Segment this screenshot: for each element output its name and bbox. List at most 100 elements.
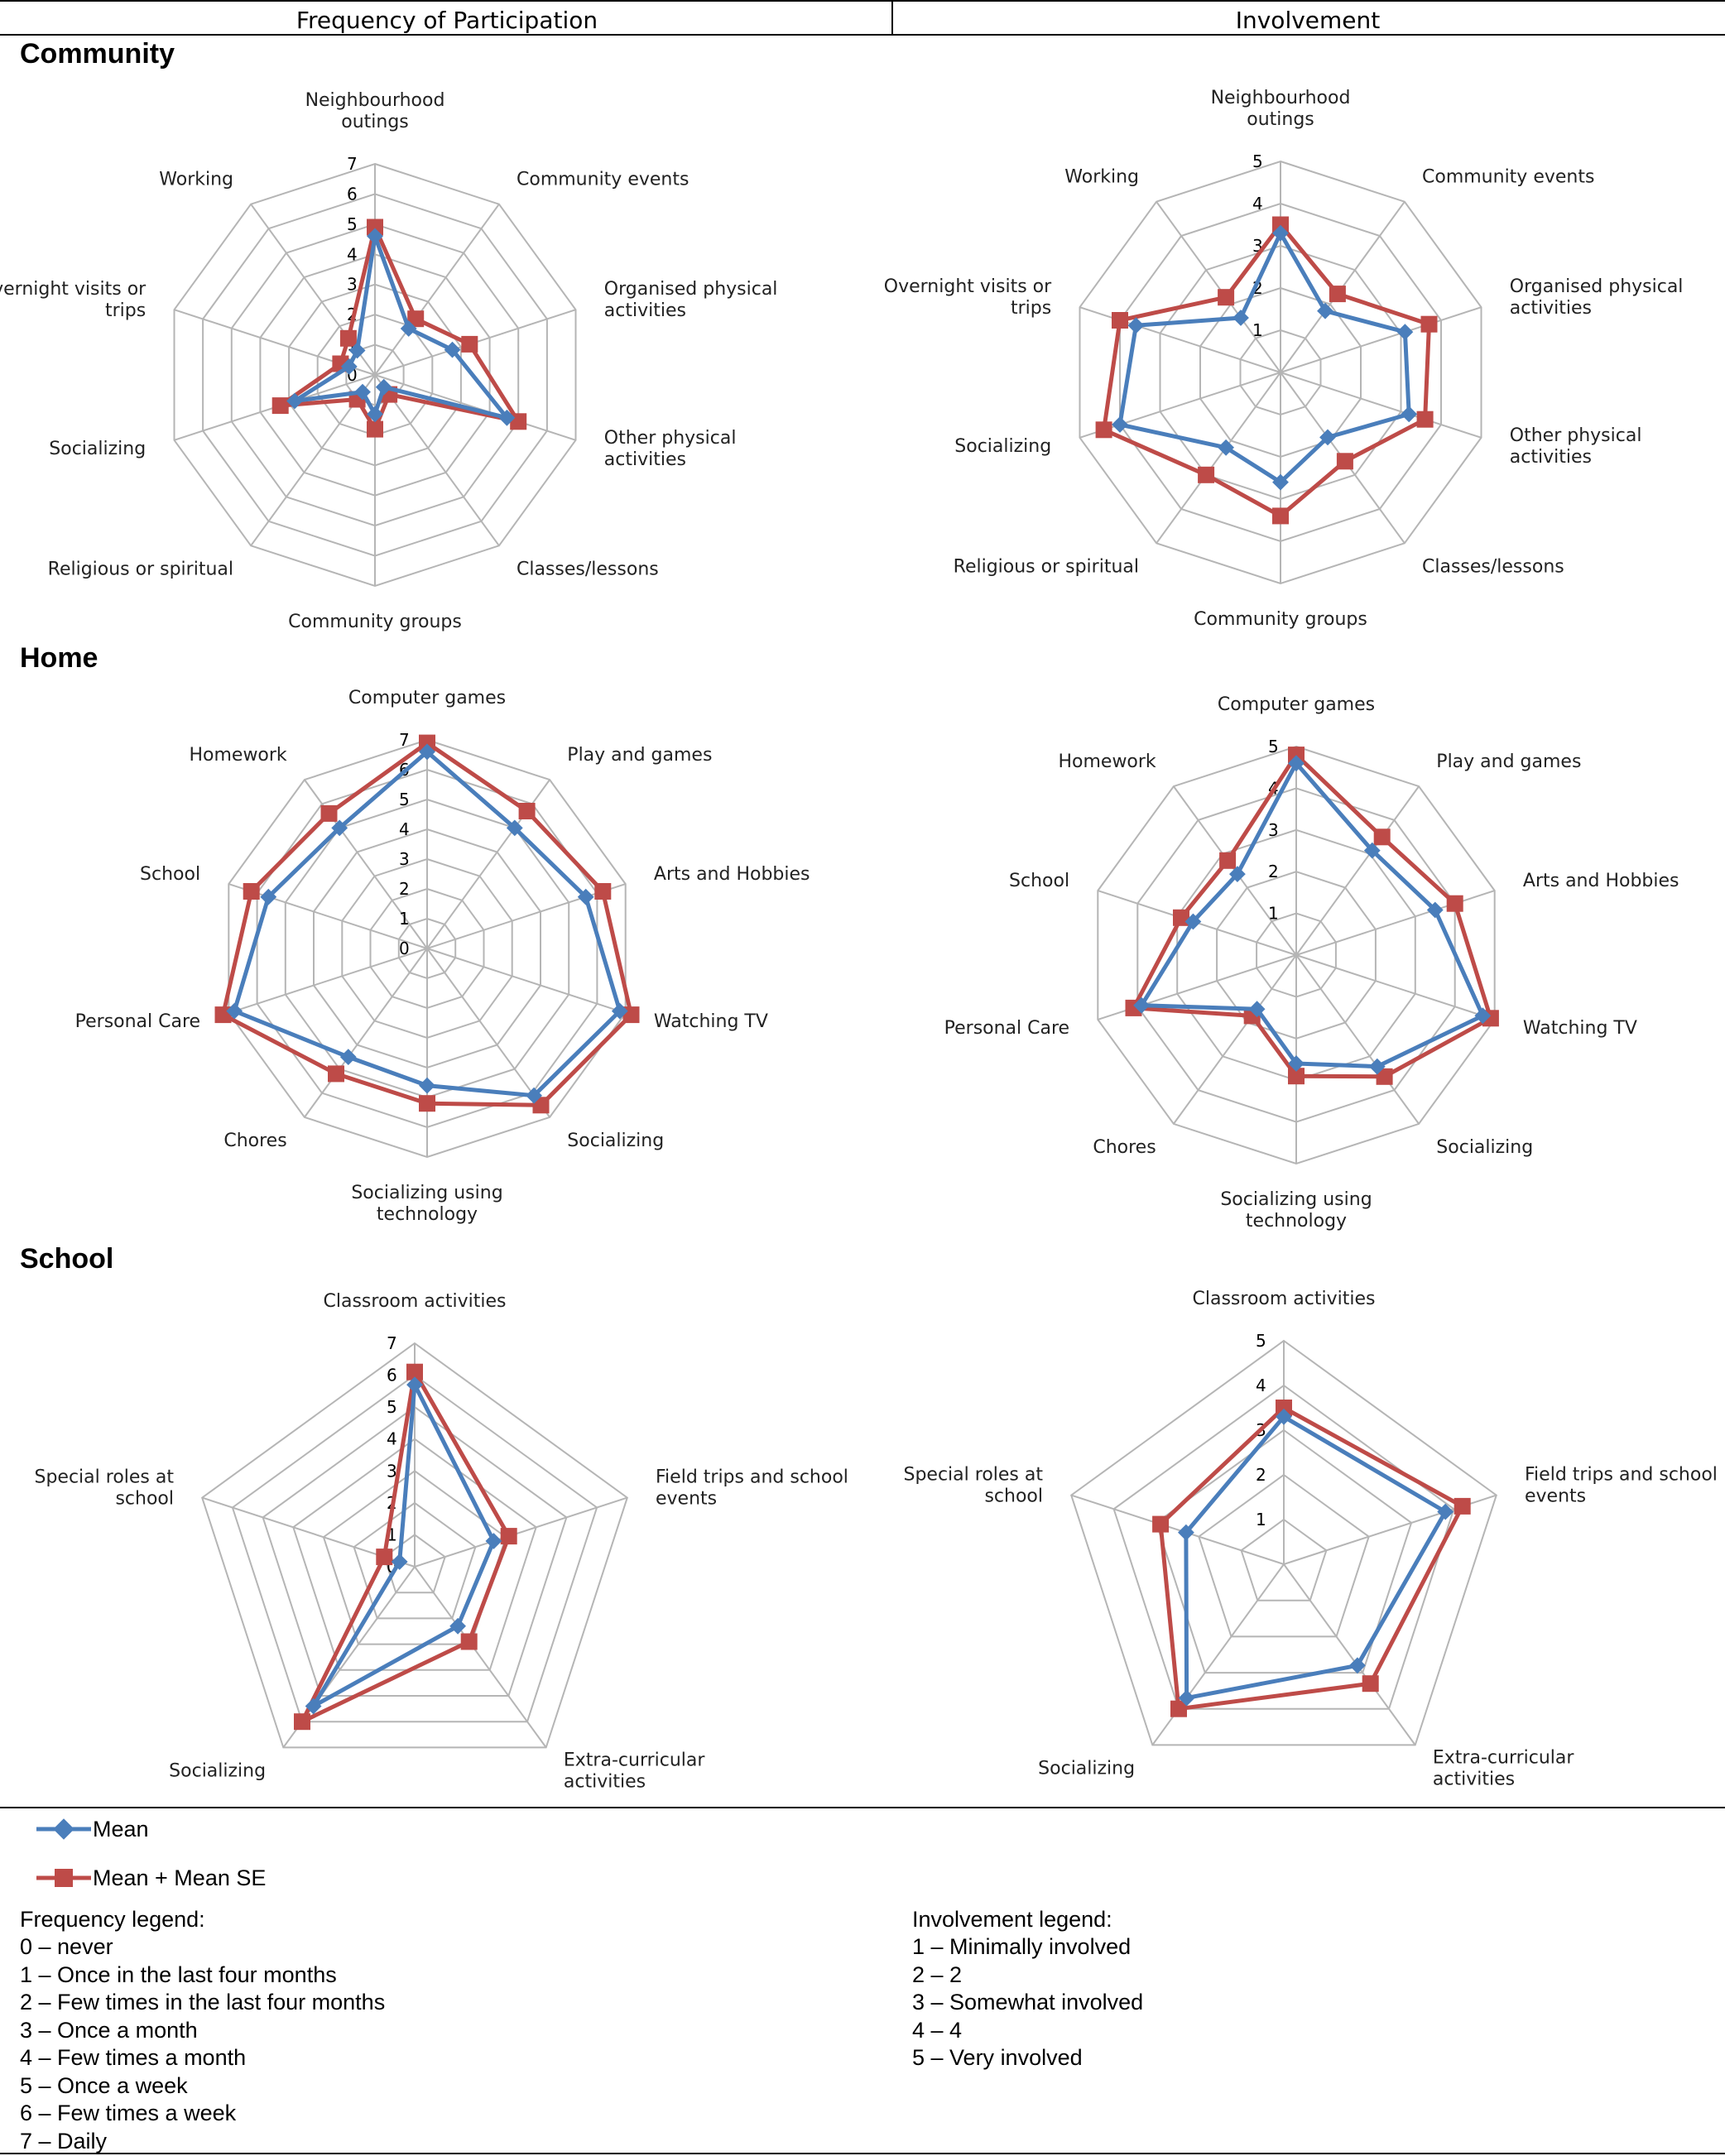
data-point-mean-se <box>1288 747 1305 764</box>
data-point-mean-se <box>1373 828 1391 846</box>
axis-label-line: Chores <box>1093 1137 1156 1158</box>
axis-label-line: Extra-curricular <box>1433 1748 1574 1769</box>
tick-label: 6 <box>347 184 358 204</box>
grid-spoke <box>426 883 627 949</box>
grid-spoke <box>374 374 576 441</box>
data-point-mean-se <box>367 218 383 236</box>
data-point-mean <box>1288 1055 1305 1072</box>
axis-label-line: Community events <box>1422 167 1594 188</box>
data-point-mean <box>348 342 366 359</box>
data-point-mean <box>577 888 594 905</box>
axis-label-line: Community events <box>517 170 689 190</box>
data-point-mean <box>1401 406 1418 423</box>
data-point-mean <box>305 1697 322 1715</box>
axis-label-line: Classes/lessons <box>517 559 659 579</box>
axis-label: Play and games <box>567 745 712 766</box>
axis-label-line: activities <box>1433 1769 1515 1790</box>
axis-label-line: school <box>984 1486 1043 1506</box>
grid-spoke <box>1070 1494 1285 1565</box>
data-point-mean <box>498 409 516 426</box>
axis-label-line: Socializing <box>1038 1759 1135 1779</box>
axis-label-line: Neighbourhood <box>1211 88 1351 108</box>
data-point-mean-se <box>1170 1700 1187 1717</box>
data-point-mean-se <box>1272 507 1289 525</box>
data-point-mean <box>1178 1524 1194 1541</box>
grid-ring <box>231 1374 598 1723</box>
axis-label: Neighbourhood outings <box>1211 88 1351 130</box>
axis-label-line: outings <box>341 112 409 132</box>
tick-label: 1 <box>1256 1510 1266 1529</box>
tick-label: 4 <box>347 244 358 264</box>
section-title-home: Home <box>20 642 98 674</box>
data-point-mean <box>1363 842 1381 859</box>
data-point-mean <box>1319 429 1336 446</box>
axis-label-line: Extra-curricular <box>564 1750 705 1771</box>
axis-label-line: activities <box>1510 298 1592 319</box>
tick-label: 7 <box>387 1333 397 1353</box>
data-point-mean <box>375 378 392 396</box>
axis-label: School <box>1009 871 1069 891</box>
axis-label: Organised physical activities <box>1510 276 1684 319</box>
section-title-school: School <box>20 1243 113 1275</box>
grid-spoke <box>304 948 428 1118</box>
grid-ring <box>1198 1473 1370 1638</box>
tick-label: 1 <box>1268 904 1279 924</box>
data-point-mean-se <box>243 883 260 900</box>
grid-ring <box>322 1470 507 1645</box>
tick-label: 5 <box>399 790 410 809</box>
grid-spoke <box>228 948 428 1014</box>
axis-label-line: School <box>140 864 200 885</box>
axis-label-line: school <box>115 1488 174 1509</box>
involvement-legend: Involvement legend: 1 – Minimally involv… <box>912 1907 1143 2070</box>
axis-label: Community events <box>517 170 689 190</box>
axis-label-line: Working <box>159 170 233 190</box>
axis-label: Watching TV <box>654 1011 768 1032</box>
data-point-mean <box>367 406 383 423</box>
grid-ring <box>262 1405 568 1697</box>
axis-label: Homework <box>1058 751 1156 772</box>
series-line-mean <box>1117 231 1411 485</box>
data-point-mean-se <box>367 420 383 438</box>
frequency-legend-item: 7 – Daily <box>20 2129 108 2154</box>
axis-label-line: Play and games <box>1436 751 1581 772</box>
axis-label-line: Homework <box>189 745 286 766</box>
data-point-mean-se <box>461 335 478 353</box>
data-point-mean <box>449 1617 466 1635</box>
data-point-mean <box>1272 473 1289 491</box>
axis-label-line: Classroom activities <box>324 1291 507 1312</box>
data-point-mean <box>340 358 358 375</box>
axis-label-line: Special roles at <box>904 1464 1044 1485</box>
axis-label-line: Neighbourhood <box>305 90 445 111</box>
grid-ring <box>1070 1339 1497 1746</box>
axis-label-line: Socializing <box>49 439 146 459</box>
axis-label: Community groups <box>1194 609 1367 630</box>
series-line-mean-se <box>1158 1405 1465 1712</box>
data-point-mean <box>1368 1058 1386 1075</box>
data-point-mean <box>611 1002 628 1020</box>
data-point-mean <box>226 1002 243 1020</box>
axis-label: Arts and Hobbies <box>654 864 810 885</box>
data-point-mean-se <box>1336 453 1353 470</box>
grid-spoke <box>1173 954 1297 1125</box>
axis-label-line: Play and games <box>567 745 712 766</box>
axis-label: Socializing using technology <box>1220 1189 1372 1232</box>
axis-label: Special roles at school <box>35 1467 175 1509</box>
grid-spoke <box>1283 1563 1416 1745</box>
tick-label: 4 <box>1256 1376 1266 1395</box>
tick-label: 1 <box>399 909 410 929</box>
data-point-mean-se <box>1446 895 1463 912</box>
axis-label: Field trips and school events <box>656 1467 848 1509</box>
data-point-mean <box>1232 310 1249 326</box>
tick-label: 5 <box>1256 1331 1266 1351</box>
data-point-mean <box>1229 866 1246 882</box>
data-point-mean-se <box>294 1713 310 1731</box>
frequency-legend-item: 2 – Few times in the last four months <box>20 1990 385 2014</box>
axis-label-line: Socializing <box>954 436 1051 457</box>
axis-label: Personal Care <box>75 1011 200 1032</box>
tick-label: 7 <box>347 154 358 174</box>
